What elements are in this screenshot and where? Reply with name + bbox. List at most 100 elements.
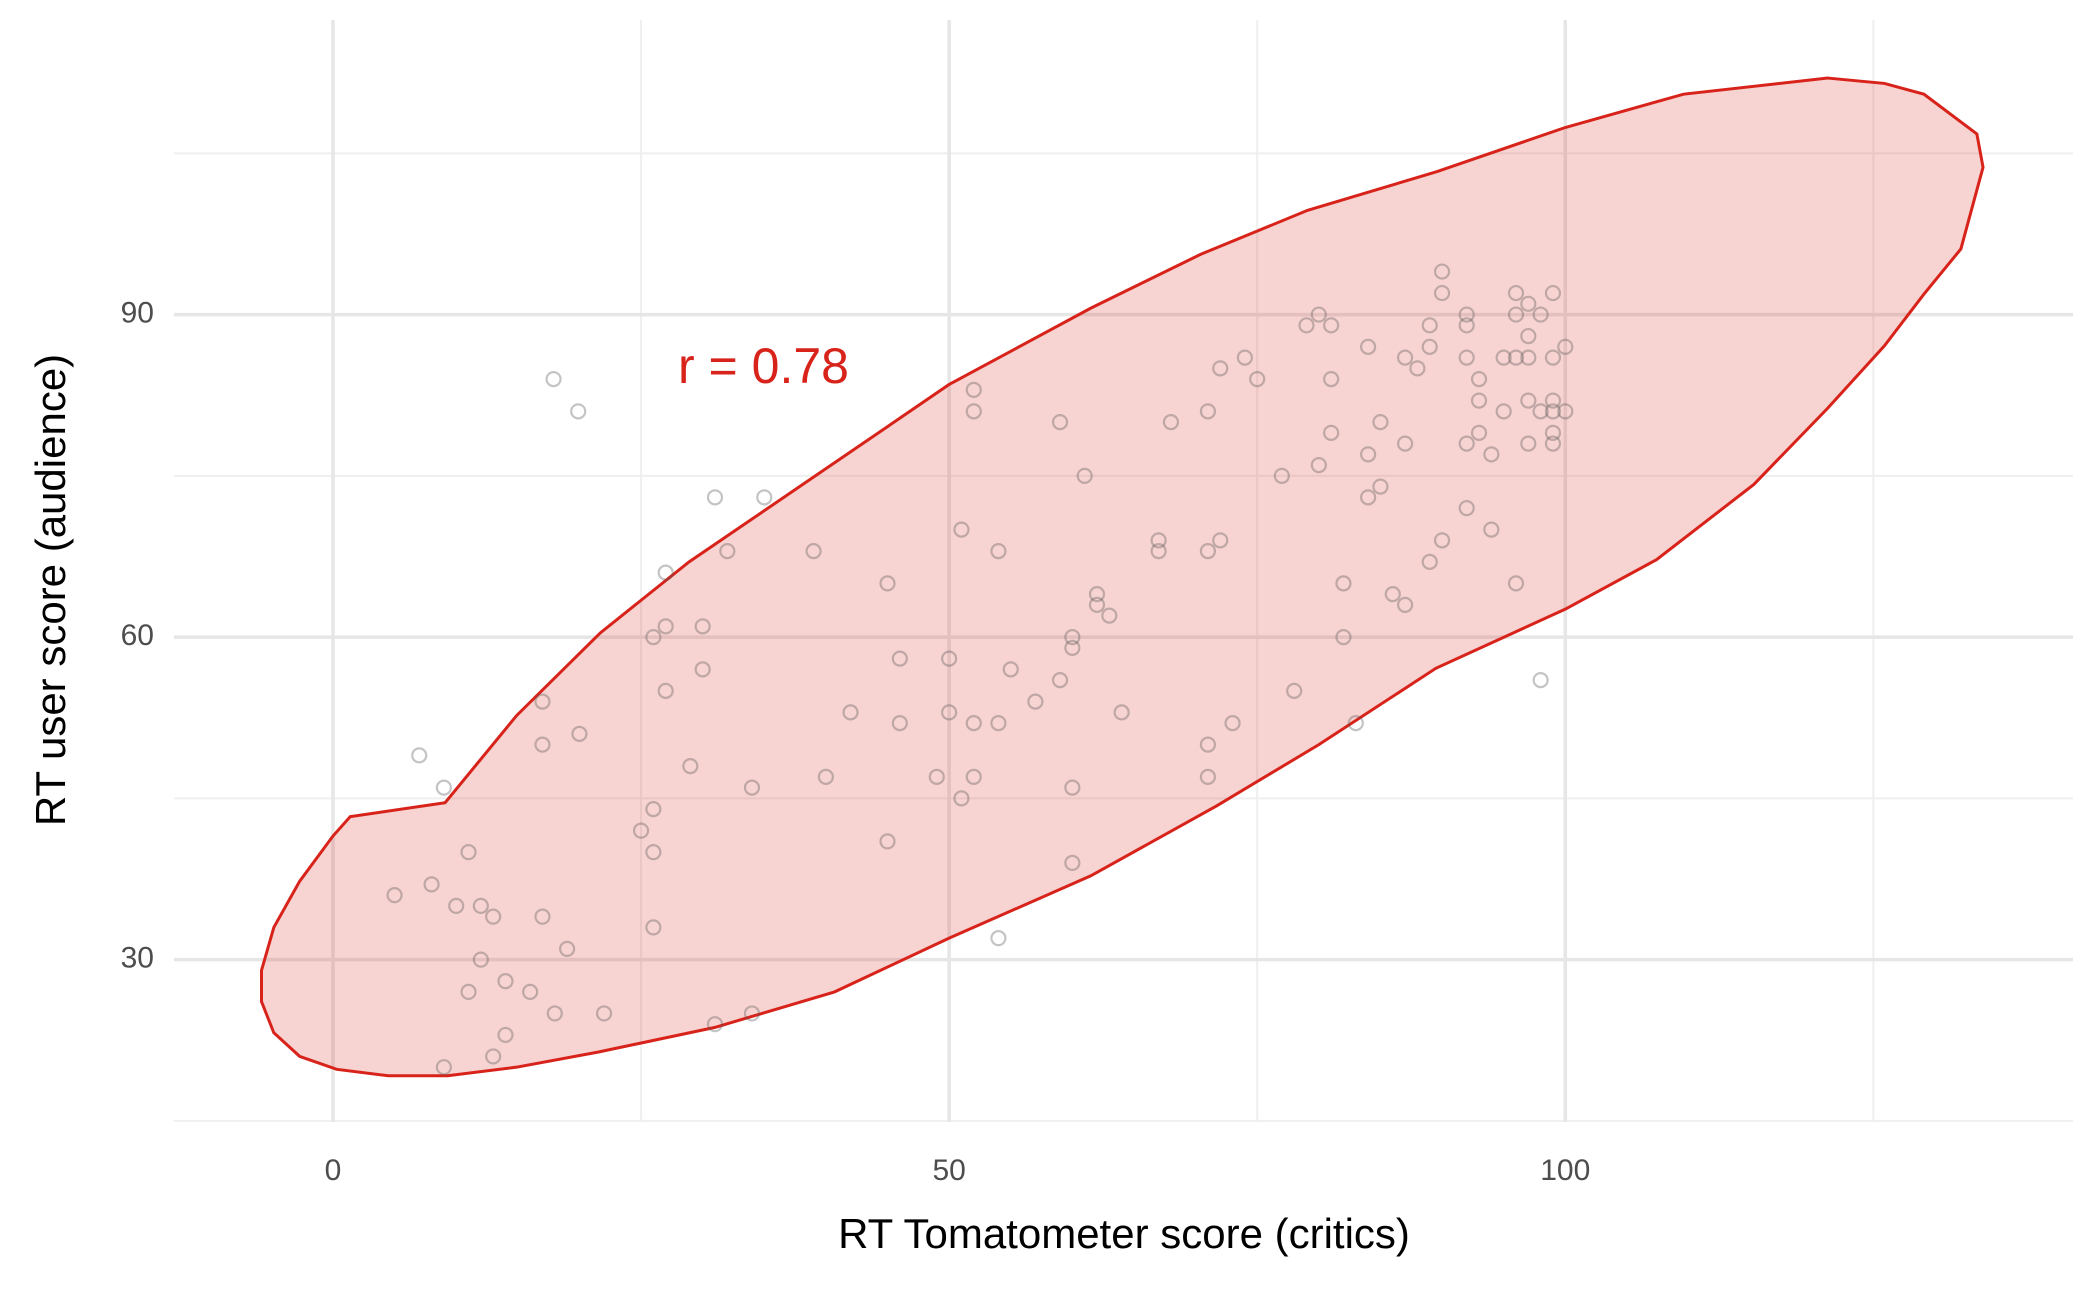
point <box>472 951 489 968</box>
point <box>694 618 711 635</box>
point <box>1507 284 1525 302</box>
point <box>645 919 662 936</box>
point <box>1088 586 1106 603</box>
point <box>1409 360 1426 377</box>
point <box>472 897 489 915</box>
point <box>1483 446 1500 463</box>
point <box>632 822 650 839</box>
x-tick-label: 100 <box>1540 1154 1590 1187</box>
point <box>1495 403 1512 420</box>
x-tick-label: 0 <box>325 1154 342 1187</box>
point <box>571 725 588 742</box>
point <box>1101 607 1118 624</box>
point <box>1064 629 1081 646</box>
point <box>928 768 945 785</box>
point <box>1076 467 1093 484</box>
point <box>460 844 477 861</box>
point <box>941 650 958 667</box>
point <box>1273 467 1290 484</box>
point <box>595 1005 613 1022</box>
point <box>534 736 551 753</box>
point <box>965 381 982 398</box>
x-axis-title: RT Tomatometer score (critics) <box>838 1210 1410 1257</box>
point <box>1051 672 1069 689</box>
point <box>645 629 662 646</box>
y-tick-label: 30 <box>121 942 154 975</box>
point <box>1544 435 1562 452</box>
point <box>1483 521 1500 538</box>
point <box>1544 392 1562 409</box>
point <box>435 779 452 796</box>
point <box>448 897 465 915</box>
point <box>1286 682 1303 699</box>
point <box>485 908 502 925</box>
point <box>1433 263 1451 280</box>
point <box>1557 338 1574 355</box>
point <box>965 768 982 785</box>
point <box>1470 424 1488 441</box>
point <box>1421 338 1438 355</box>
point <box>891 715 908 732</box>
y-tick-label: 60 <box>121 619 154 652</box>
point <box>1249 370 1266 388</box>
y-axis-title: RT user score (audience) <box>27 354 74 826</box>
point <box>817 768 834 785</box>
point <box>1298 317 1315 334</box>
point <box>1532 672 1549 689</box>
point <box>990 930 1007 947</box>
point <box>1360 338 1377 355</box>
point <box>546 1005 563 1022</box>
point <box>1507 575 1525 592</box>
point <box>1495 349 1512 366</box>
point <box>1544 403 1562 420</box>
point <box>1323 317 1340 334</box>
point <box>1520 392 1537 409</box>
point <box>990 543 1007 560</box>
point <box>1310 457 1327 474</box>
point <box>891 650 908 667</box>
point <box>1002 661 1019 678</box>
point <box>645 801 662 818</box>
point <box>1470 392 1488 409</box>
point <box>645 844 662 861</box>
point <box>842 704 859 721</box>
point <box>497 1026 514 1044</box>
point <box>1421 317 1438 334</box>
point <box>1212 360 1229 377</box>
point <box>805 543 822 560</box>
point <box>965 715 982 732</box>
point <box>1520 327 1537 345</box>
point <box>1335 629 1352 646</box>
point <box>1557 403 1574 420</box>
point <box>706 1016 724 1033</box>
point <box>1064 639 1081 656</box>
point <box>1396 596 1414 613</box>
annotation: r = 0.78 <box>678 338 849 394</box>
point <box>485 1048 502 1065</box>
point <box>1199 543 1217 560</box>
point <box>1396 349 1414 366</box>
point <box>1458 435 1475 452</box>
point <box>545 370 562 388</box>
point <box>1113 704 1130 721</box>
point <box>423 876 440 893</box>
point <box>1212 532 1229 549</box>
point <box>1199 403 1217 420</box>
point <box>657 618 674 635</box>
point <box>1421 553 1438 570</box>
point <box>1027 693 1044 710</box>
point <box>1384 586 1401 603</box>
point <box>411 747 428 764</box>
point <box>1360 446 1377 463</box>
point <box>1372 478 1389 495</box>
point <box>706 489 724 506</box>
point <box>1544 424 1562 441</box>
point <box>1532 403 1549 420</box>
point <box>756 489 773 506</box>
point <box>1150 543 1167 560</box>
point <box>570 403 587 420</box>
point <box>1396 435 1414 452</box>
point <box>743 779 761 796</box>
point <box>990 715 1007 732</box>
point <box>1199 736 1217 753</box>
